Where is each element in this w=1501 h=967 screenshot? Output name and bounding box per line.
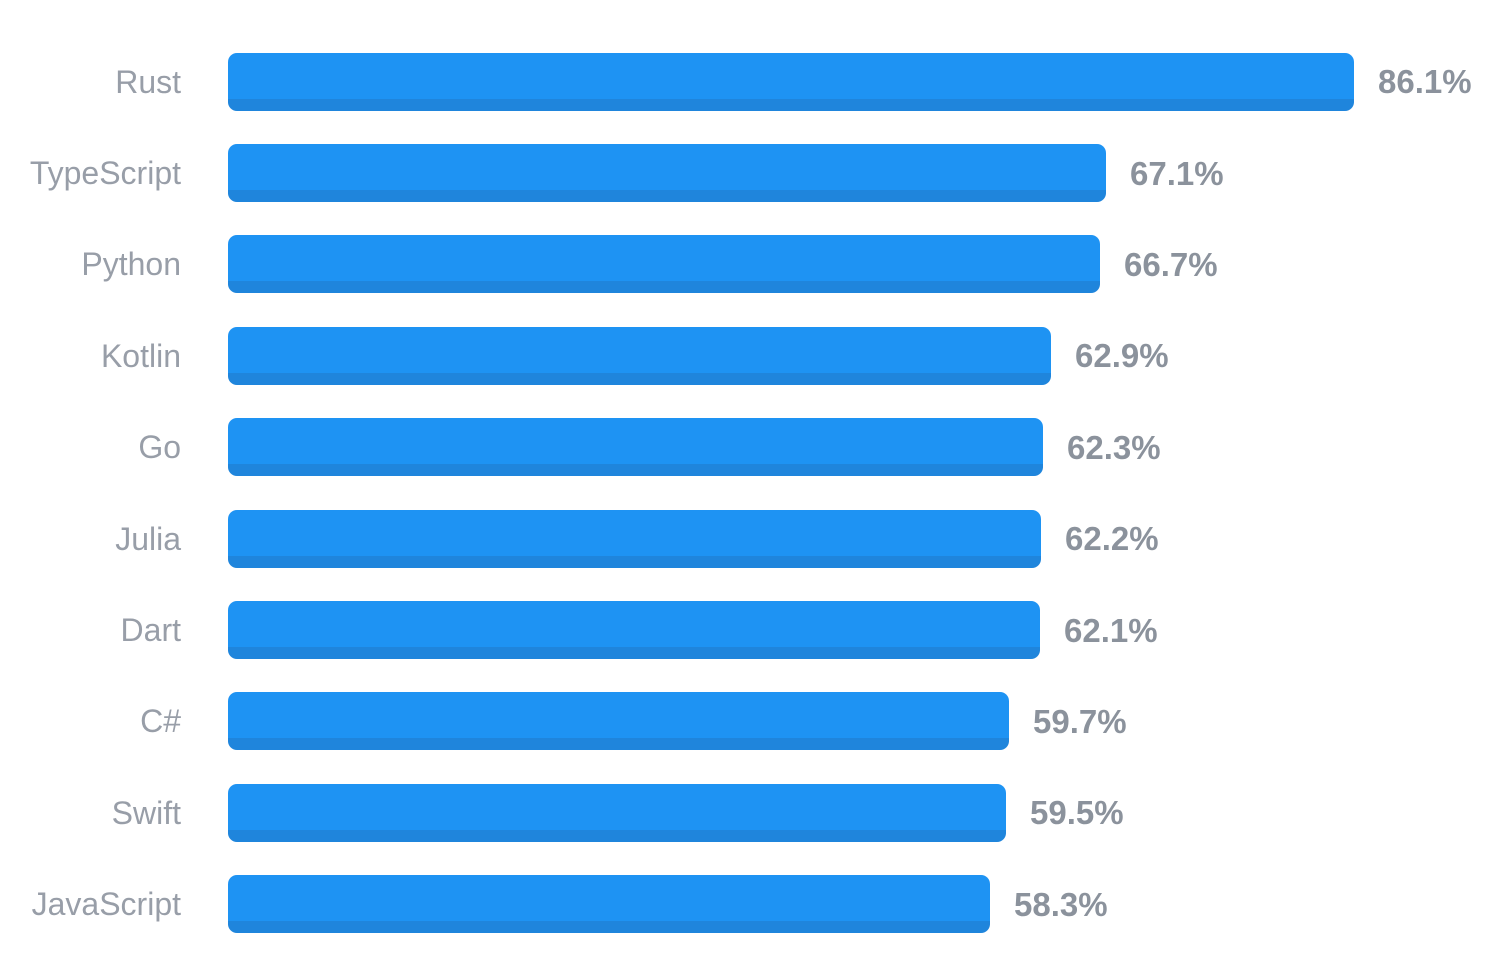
bar-track: 62.2% xyxy=(228,493,1501,584)
value-label: 62.9% xyxy=(1075,337,1169,375)
bar-track: 62.1% xyxy=(228,584,1501,675)
bar xyxy=(228,52,1354,111)
category-label: Rust xyxy=(115,63,181,100)
category-label: C# xyxy=(140,703,181,740)
bar-track: 58.3% xyxy=(228,859,1501,950)
category-label: TypeScript xyxy=(29,155,181,192)
bar-row: Go 62.3% xyxy=(0,402,1501,493)
bar-row: Rust 86.1% xyxy=(0,36,1501,127)
category-label: Kotlin xyxy=(100,337,181,374)
value-label: 58.3% xyxy=(1014,885,1108,923)
bar xyxy=(228,418,1043,477)
category-label: Dart xyxy=(120,612,181,649)
bar-row: Julia 62.2% xyxy=(0,493,1501,584)
value-label: 59.5% xyxy=(1030,794,1124,832)
bar-track: 59.5% xyxy=(228,767,1501,858)
bar-row: Dart 62.1% xyxy=(0,584,1501,675)
bar-track: 66.7% xyxy=(228,219,1501,310)
value-label: 62.1% xyxy=(1064,611,1158,649)
bar-row: Python 66.7% xyxy=(0,219,1501,310)
bar-row: JavaScript 58.3% xyxy=(0,859,1501,950)
value-label: 66.7% xyxy=(1124,245,1218,283)
category-label: JavaScript xyxy=(31,886,181,923)
bar-track: 62.3% xyxy=(228,402,1501,493)
bar xyxy=(228,783,1006,842)
value-label: 59.7% xyxy=(1033,702,1127,740)
value-label: 86.1% xyxy=(1378,63,1472,101)
bar-track: 86.1% xyxy=(228,36,1501,127)
bar-track: 67.1% xyxy=(228,127,1501,218)
category-label: Julia xyxy=(115,520,181,557)
bar-row: Kotlin 62.9% xyxy=(0,310,1501,401)
value-label: 62.2% xyxy=(1065,520,1159,558)
category-label: Swift xyxy=(111,794,181,831)
bar xyxy=(228,692,1009,751)
bar-row: C# 59.7% xyxy=(0,676,1501,767)
bar-row: Swift 59.5% xyxy=(0,767,1501,858)
category-label: Go xyxy=(138,429,181,466)
bar xyxy=(228,875,990,934)
bar-row: TypeScript 67.1% xyxy=(0,127,1501,218)
bar xyxy=(228,326,1051,385)
bar xyxy=(228,144,1106,203)
bar-track: 62.9% xyxy=(228,310,1501,401)
bar xyxy=(228,509,1041,568)
value-label: 62.3% xyxy=(1067,428,1161,466)
value-label: 67.1% xyxy=(1130,154,1224,192)
bar xyxy=(228,235,1100,294)
category-label: Python xyxy=(81,246,181,283)
bar xyxy=(228,601,1040,660)
bar-track: 59.7% xyxy=(228,676,1501,767)
